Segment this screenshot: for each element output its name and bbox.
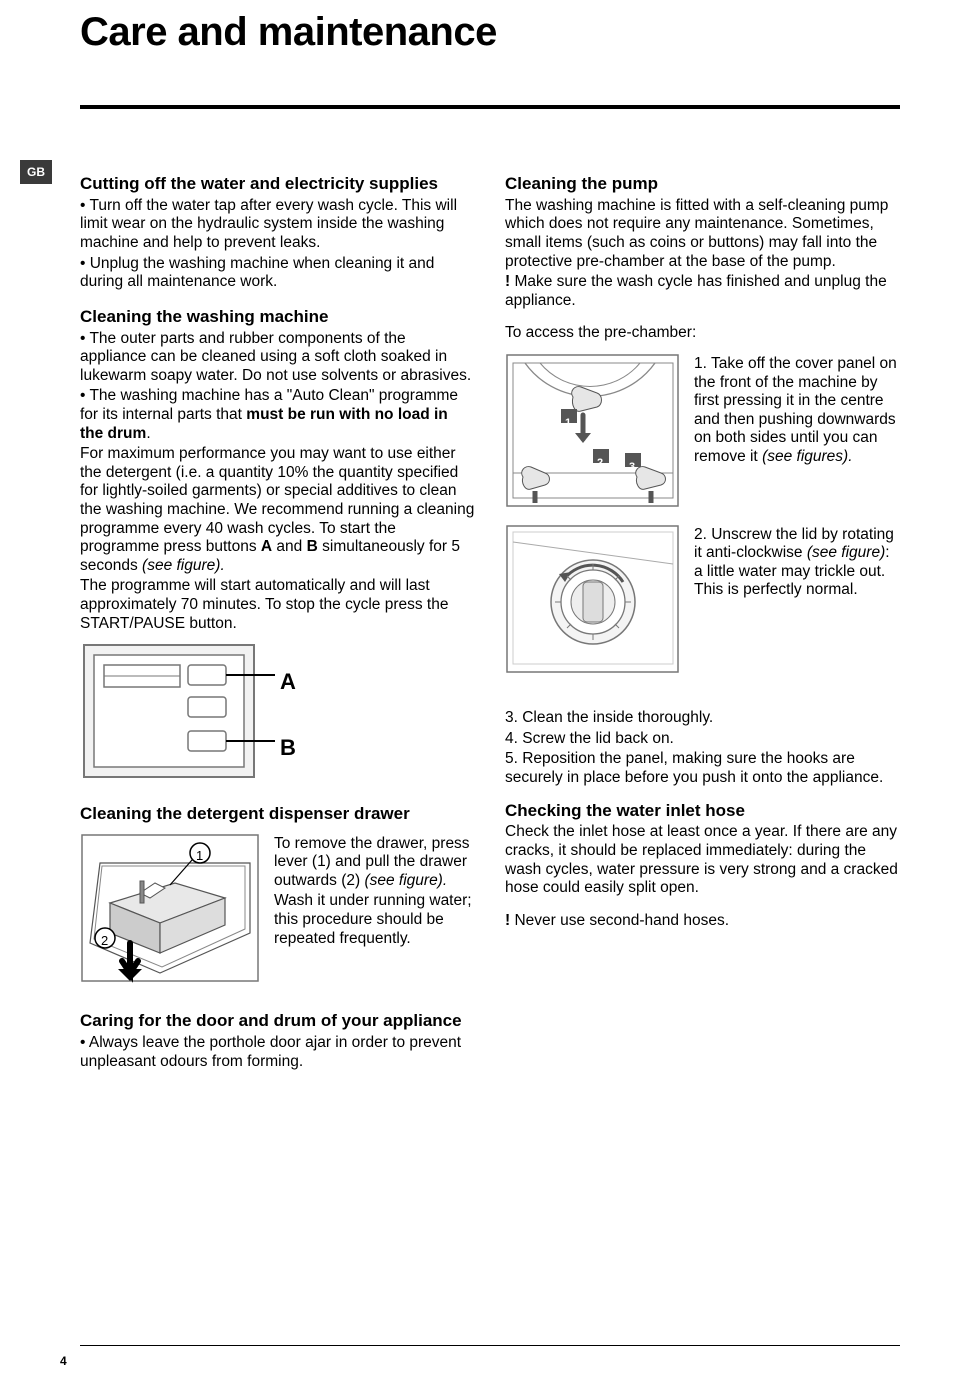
body-text: 1. Take off the cover panel on the front…: [694, 355, 900, 467]
text-italic: (see figures).: [762, 448, 852, 465]
footer-rule: [80, 1345, 900, 1346]
text-span: Never use second-hand hoses.: [514, 912, 729, 929]
language-badge: GB: [20, 160, 52, 184]
text-span: and: [272, 538, 306, 555]
text-span: Make sure the wash cycle has finished an…: [505, 273, 887, 309]
body-text: To access the pre-chamber:: [505, 324, 900, 343]
heading-detergent-drawer: Cleaning the detergent dispenser drawer: [80, 805, 475, 823]
text-bold: A: [261, 538, 272, 555]
body-text: • The washing machine has a "Auto Clean"…: [80, 387, 475, 443]
text-italic: (see figure).: [142, 557, 225, 574]
bullet-text: • Unplug the washing machine when cleani…: [80, 255, 475, 292]
body-text: The programme will start automatically a…: [80, 577, 475, 633]
body-text: Wash it under running water; this proced…: [274, 892, 475, 948]
text-italic: (see figure).: [364, 872, 447, 889]
text-span: .: [146, 425, 150, 442]
page-title: Care and maintenance: [80, 10, 900, 55]
figure-unscrew-lid: [505, 524, 680, 680]
figure-cover-panel: 1 2 3: [505, 353, 680, 514]
body-text: • The outer parts and rubber components …: [80, 330, 475, 386]
heading-cleaning-machine: Cleaning the washing machine: [80, 308, 475, 326]
page-number: 4: [60, 1354, 67, 1368]
body-text: 3. Clean the inside thoroughly.: [505, 709, 900, 728]
body-text: The washing machine is fitted with a sel…: [505, 197, 900, 271]
heading-water-supplies: Cutting off the water and electricity su…: [80, 175, 475, 193]
body-text: 5. Reposition the panel, making sure the…: [505, 750, 900, 787]
body-text: Check the inlet hose at least once a yea…: [505, 823, 900, 897]
body-text: To remove the drawer, press lever (1) an…: [274, 835, 475, 891]
figure-ab-buttons: A B: [80, 641, 475, 787]
right-column: Cleaning the pump The washing machine is…: [505, 165, 900, 1073]
figure-drawer: 1 2: [80, 833, 260, 989]
heading-inlet-hose: Checking the water inlet hose: [505, 802, 900, 820]
left-column: Cutting off the water and electricity su…: [80, 165, 475, 1073]
heading-cleaning-pump: Cleaning the pump: [505, 175, 900, 193]
bullet-text: • Turn off the water tap after every was…: [80, 197, 475, 253]
heading-door-drum: Caring for the door and drum of your app…: [80, 1012, 475, 1030]
text-bold: B: [307, 538, 318, 555]
content-columns: Cutting off the water and electricity su…: [80, 165, 900, 1073]
title-rule: [80, 105, 900, 109]
body-text: For maximum performance you may want to …: [80, 445, 475, 575]
bullet-text: • Always leave the porthole door ajar in…: [80, 1034, 475, 1071]
body-text: 2. Unscrew the lid by rotating it anti-c…: [694, 526, 900, 600]
text-italic: (see figure): [807, 544, 885, 561]
warning-text: ! Make sure the wash cycle has finished …: [505, 273, 900, 310]
body-text: 4. Screw the lid back on.: [505, 730, 900, 749]
warning-text: ! Never use second-hand hoses.: [505, 912, 900, 931]
